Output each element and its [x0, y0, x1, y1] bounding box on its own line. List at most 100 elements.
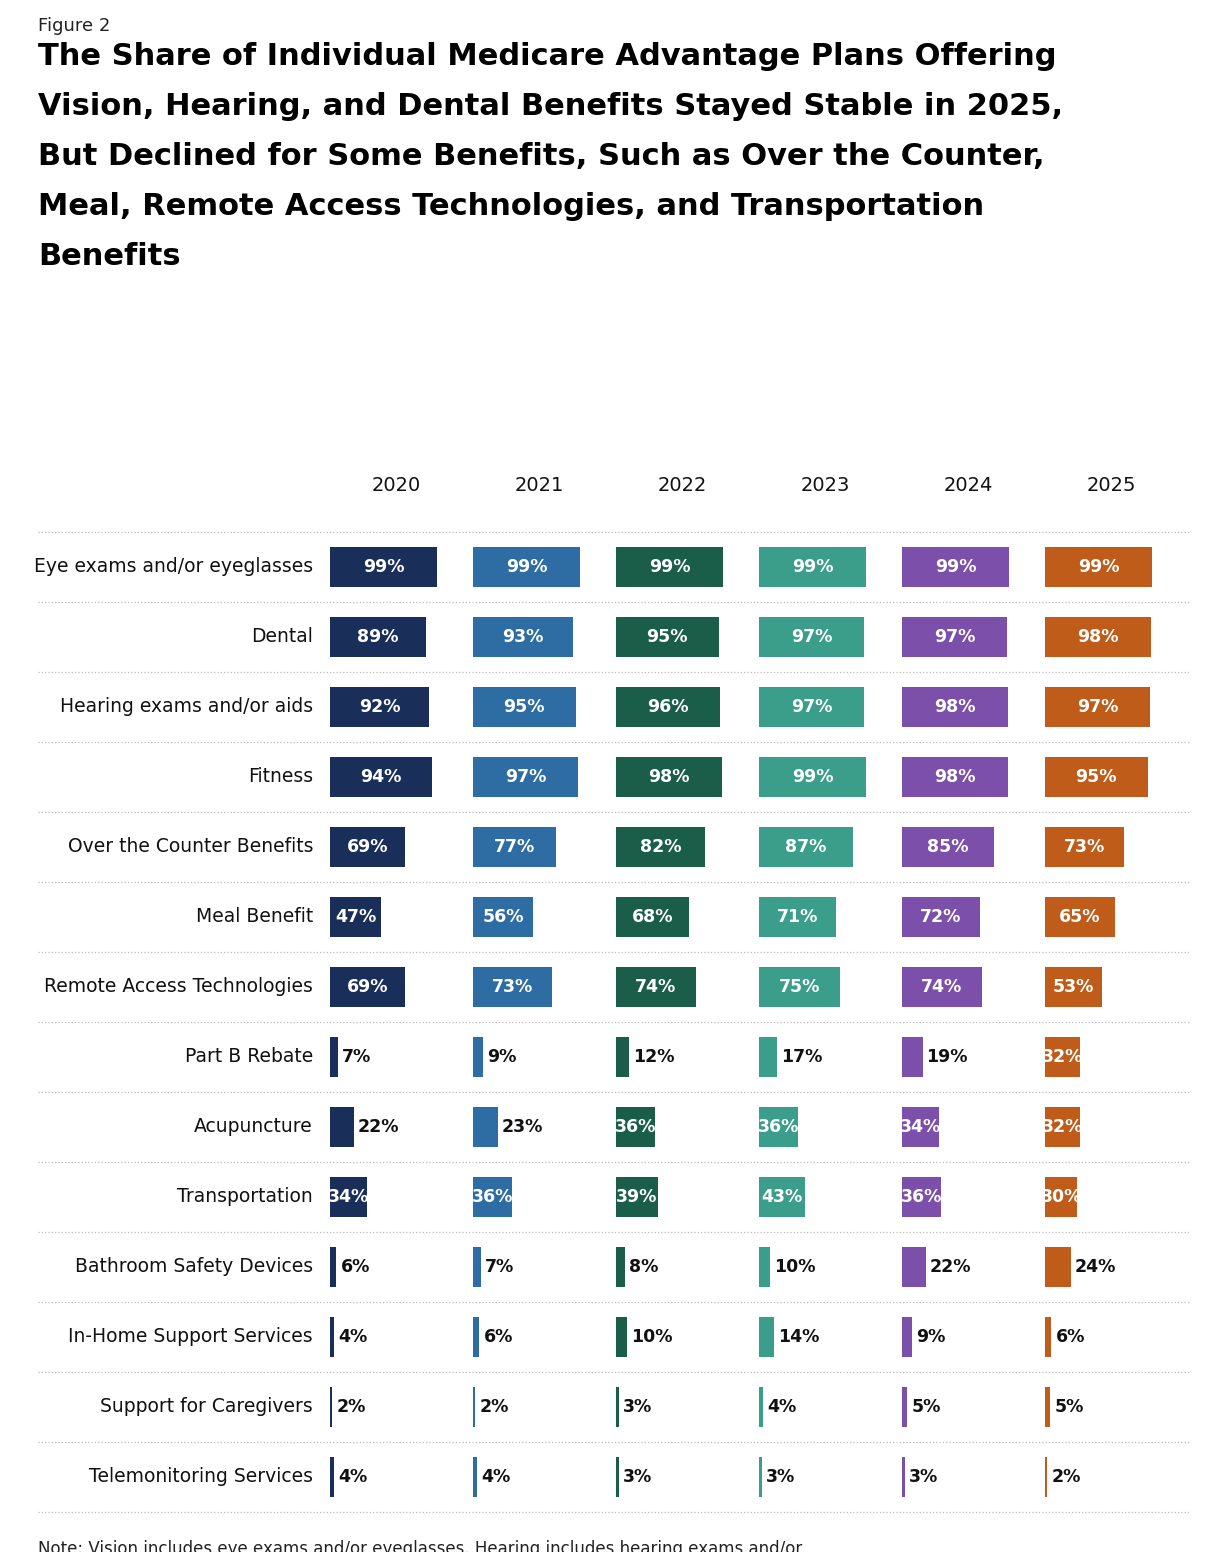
- Bar: [329, 618, 426, 656]
- Bar: [329, 1037, 338, 1077]
- Bar: [759, 546, 866, 587]
- Bar: [759, 967, 841, 1007]
- Bar: [616, 827, 705, 868]
- Text: 97%: 97%: [791, 629, 832, 646]
- Text: 2020: 2020: [372, 476, 421, 495]
- Text: Transportation: Transportation: [177, 1187, 314, 1206]
- Bar: [473, 1037, 483, 1077]
- Text: 97%: 97%: [1077, 698, 1118, 715]
- Text: 2%: 2%: [479, 1398, 509, 1415]
- Text: Eye exams and/or eyeglasses: Eye exams and/or eyeglasses: [34, 557, 314, 576]
- Text: 99%: 99%: [1077, 559, 1119, 576]
- Text: 34%: 34%: [328, 1187, 368, 1206]
- Bar: [1046, 1176, 1077, 1217]
- Text: 71%: 71%: [777, 908, 819, 927]
- Text: 12%: 12%: [633, 1048, 675, 1066]
- Text: Meal, Remote Access Technologies, and Transportation: Meal, Remote Access Technologies, and Tr…: [38, 192, 985, 220]
- Bar: [902, 1457, 905, 1498]
- Bar: [329, 1176, 367, 1217]
- Text: 3%: 3%: [766, 1468, 795, 1485]
- Bar: [902, 1246, 926, 1287]
- Text: 24%: 24%: [1075, 1259, 1116, 1276]
- Bar: [329, 1457, 334, 1498]
- Text: 22%: 22%: [357, 1117, 399, 1136]
- Text: 7%: 7%: [484, 1259, 514, 1276]
- Text: 95%: 95%: [647, 629, 688, 646]
- Bar: [1046, 1387, 1050, 1426]
- Bar: [329, 1107, 354, 1147]
- Bar: [616, 897, 689, 937]
- Bar: [616, 546, 723, 587]
- Bar: [759, 1318, 775, 1356]
- Text: 47%: 47%: [334, 908, 376, 927]
- Text: 14%: 14%: [778, 1329, 820, 1346]
- Text: 85%: 85%: [927, 838, 969, 857]
- Bar: [759, 1457, 762, 1498]
- Bar: [902, 1107, 938, 1147]
- Text: 98%: 98%: [648, 768, 689, 785]
- Bar: [329, 757, 432, 798]
- Text: 99%: 99%: [506, 559, 548, 576]
- Text: 19%: 19%: [926, 1048, 967, 1066]
- Bar: [329, 1318, 334, 1356]
- Text: 99%: 99%: [362, 559, 404, 576]
- Text: 10%: 10%: [773, 1259, 815, 1276]
- Bar: [473, 546, 580, 587]
- Text: 6%: 6%: [1055, 1329, 1085, 1346]
- Bar: [759, 618, 864, 656]
- Text: 9%: 9%: [916, 1329, 946, 1346]
- Bar: [329, 827, 405, 868]
- Text: 2022: 2022: [658, 476, 708, 495]
- Text: 68%: 68%: [632, 908, 673, 927]
- Text: 96%: 96%: [647, 698, 688, 715]
- Text: In-Home Support Services: In-Home Support Services: [68, 1327, 314, 1347]
- Bar: [1046, 757, 1148, 798]
- Text: 95%: 95%: [504, 698, 545, 715]
- Text: 2025: 2025: [1087, 476, 1136, 495]
- Bar: [1046, 688, 1149, 726]
- Bar: [616, 967, 695, 1007]
- Bar: [759, 897, 836, 937]
- Bar: [473, 1246, 481, 1287]
- Bar: [473, 967, 551, 1007]
- Text: 74%: 74%: [921, 978, 963, 996]
- Text: 10%: 10%: [631, 1329, 672, 1346]
- Text: Telemonitoring Services: Telemonitoring Services: [89, 1468, 314, 1487]
- Text: 97%: 97%: [791, 698, 832, 715]
- Bar: [473, 1318, 479, 1356]
- Bar: [473, 1457, 477, 1498]
- Text: Over the Counter Benefits: Over the Counter Benefits: [67, 838, 314, 857]
- Text: 4%: 4%: [338, 1468, 367, 1485]
- Text: Remote Access Technologies: Remote Access Technologies: [44, 978, 314, 996]
- Text: 72%: 72%: [920, 908, 961, 927]
- Bar: [473, 897, 533, 937]
- Bar: [616, 1037, 630, 1077]
- Bar: [616, 618, 719, 656]
- Bar: [329, 897, 381, 937]
- Text: The Share of Individual Medicare Advantage Plans Offering: The Share of Individual Medicare Advanta…: [38, 42, 1057, 71]
- Text: 3%: 3%: [623, 1468, 653, 1485]
- Bar: [1046, 546, 1152, 587]
- Bar: [1046, 618, 1150, 656]
- Bar: [616, 1387, 620, 1426]
- Bar: [1046, 827, 1124, 868]
- Text: 98%: 98%: [935, 698, 976, 715]
- Text: 98%: 98%: [935, 768, 976, 785]
- Bar: [329, 967, 405, 1007]
- Bar: [759, 1107, 798, 1147]
- Text: 7%: 7%: [342, 1048, 371, 1066]
- Text: 17%: 17%: [781, 1048, 822, 1066]
- Bar: [1046, 897, 1115, 937]
- Bar: [902, 897, 980, 937]
- Bar: [759, 757, 866, 798]
- Text: 4%: 4%: [482, 1468, 510, 1485]
- Text: 4%: 4%: [767, 1398, 797, 1415]
- Text: 69%: 69%: [346, 978, 388, 996]
- Bar: [616, 1457, 620, 1498]
- Bar: [902, 1387, 908, 1426]
- Text: 2%: 2%: [1052, 1468, 1081, 1485]
- Text: 2021: 2021: [515, 476, 564, 495]
- Bar: [1046, 1107, 1080, 1147]
- Text: Meal Benefit: Meal Benefit: [195, 908, 314, 927]
- Text: Support for Caregivers: Support for Caregivers: [100, 1397, 314, 1417]
